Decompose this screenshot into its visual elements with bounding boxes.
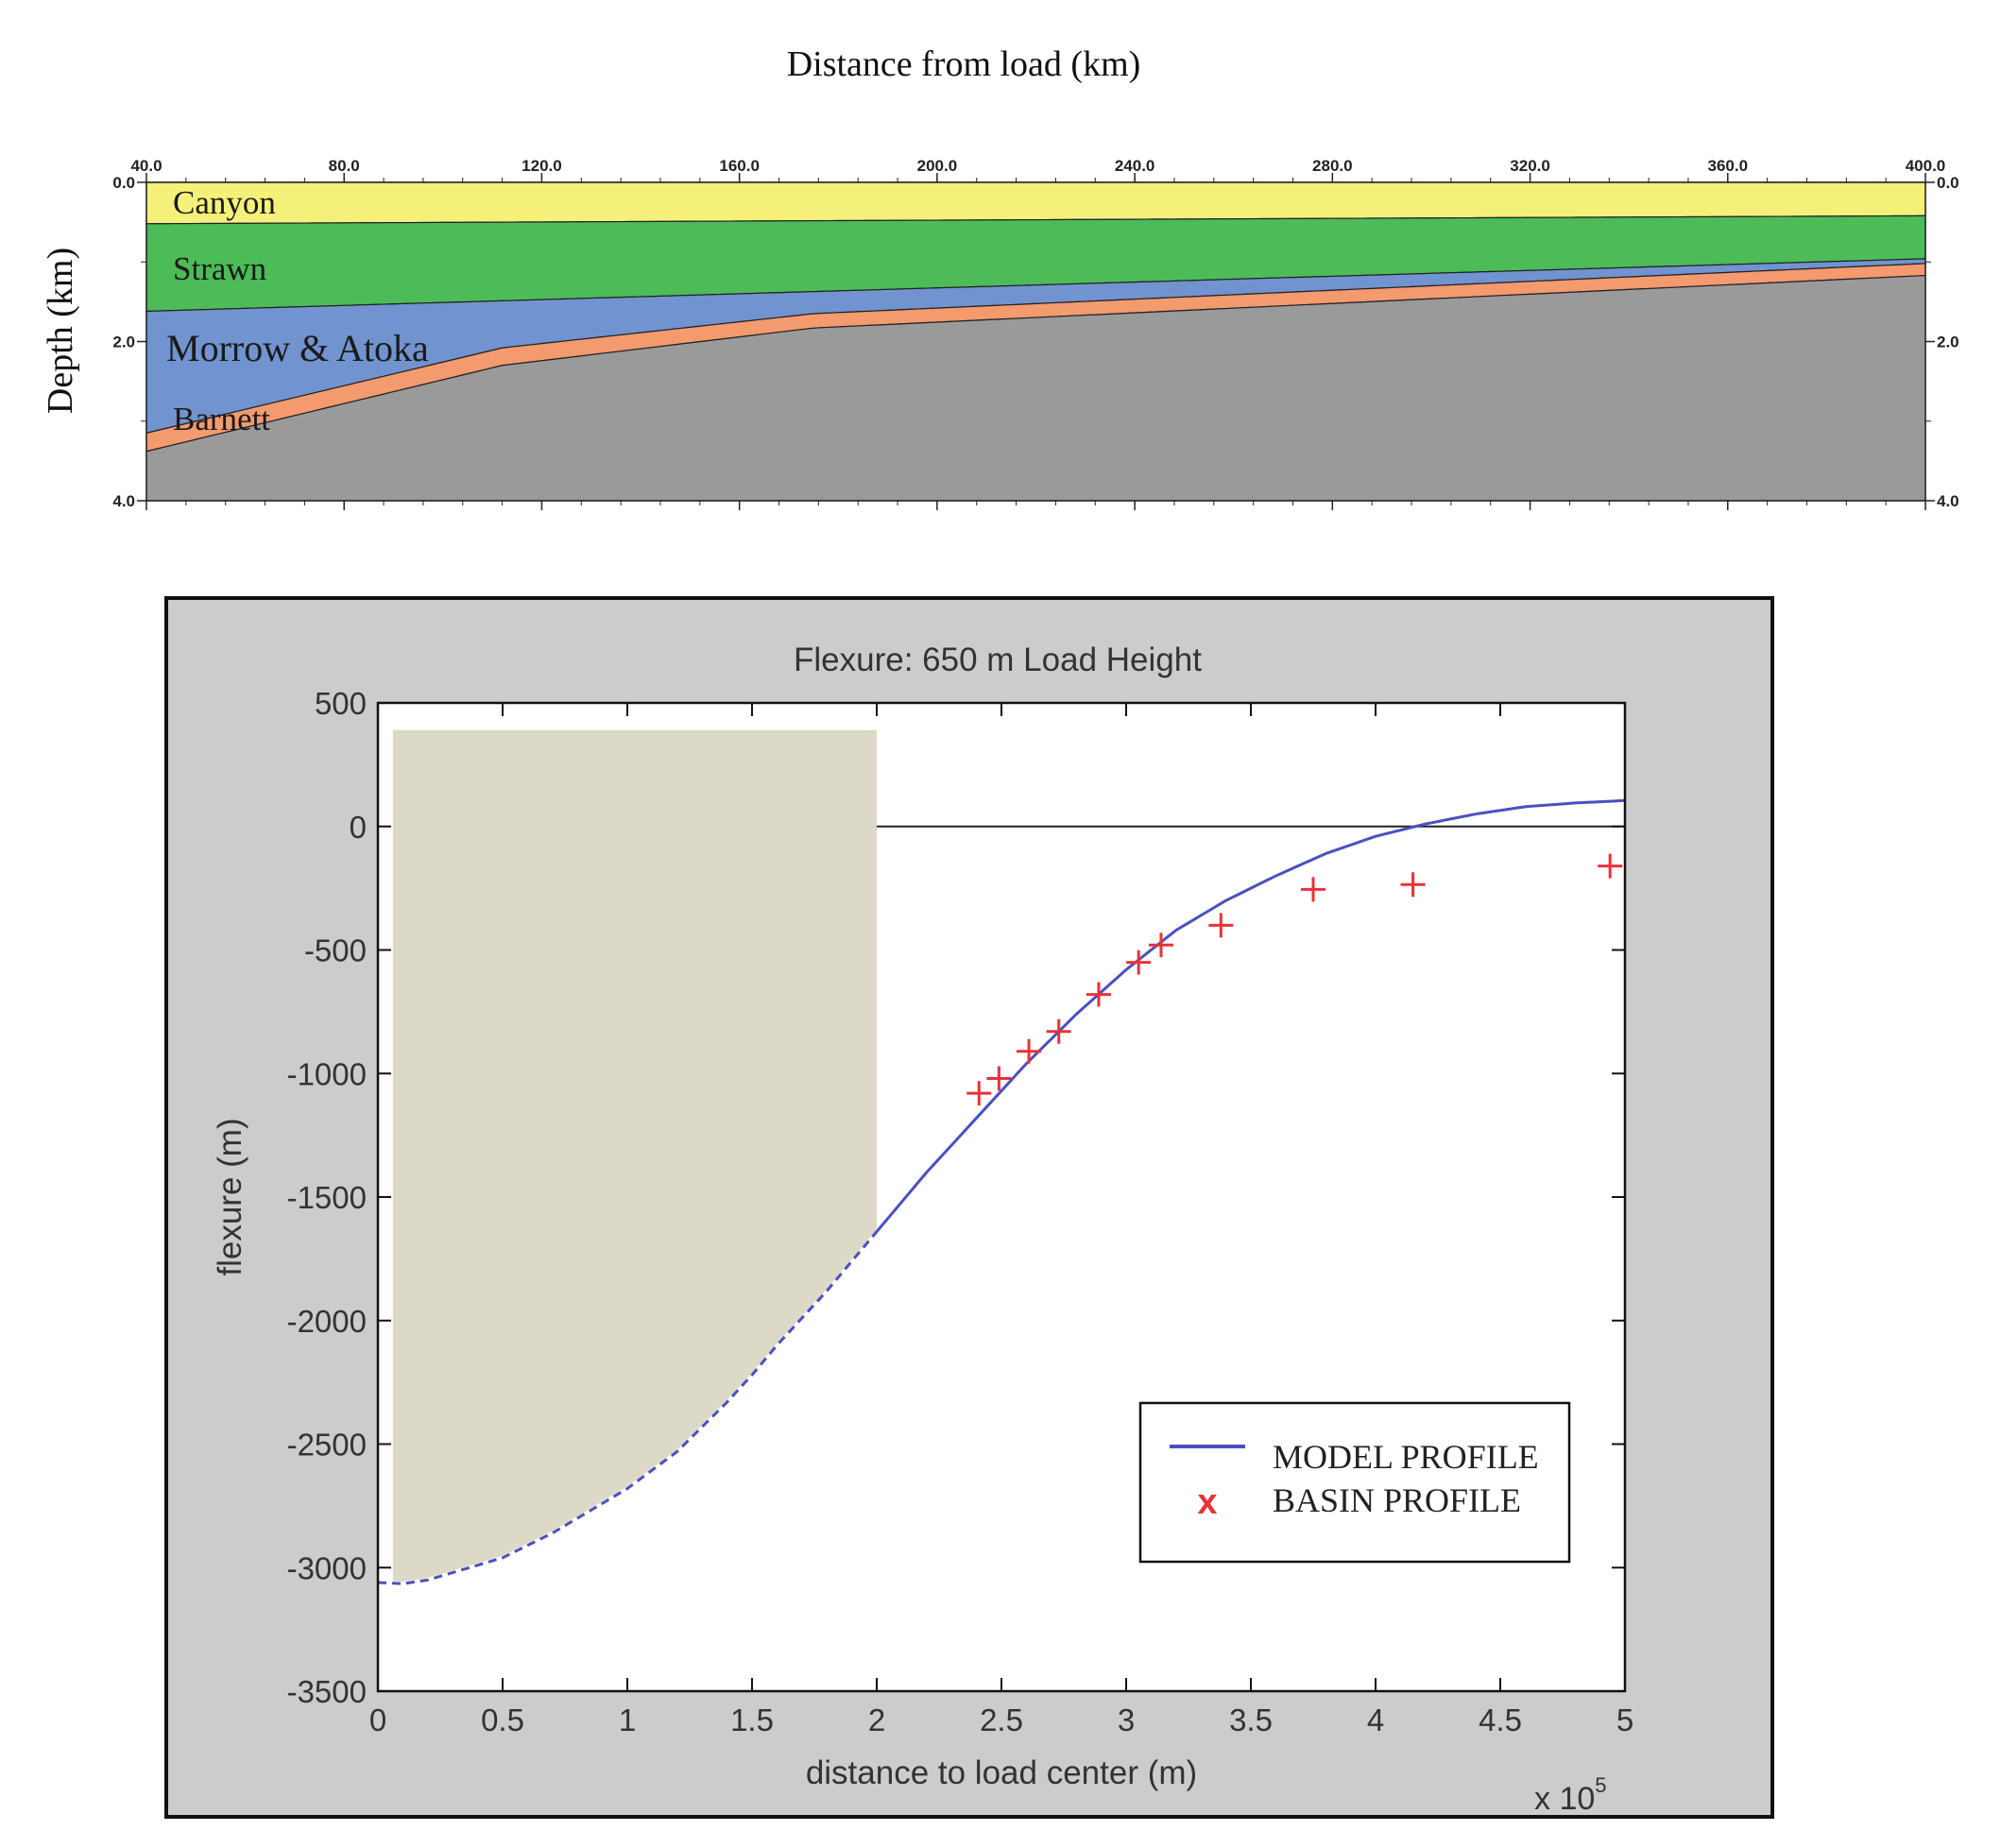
cross-section-y-label: Depth (km) [41,248,80,414]
y-tick-label: -2500 [287,1428,367,1463]
x-multiplier: x 105 [1534,1773,1607,1817]
legend-box [1138,1401,1571,1564]
basin-profile-point [1046,1018,1071,1044]
x-tick-label: 360.0 [1708,157,1749,175]
y-tick-label: -3500 [287,1674,367,1709]
x-tick-label: 3.5 [1229,1703,1273,1737]
x-tick-label: 1.5 [730,1703,774,1737]
basin-profile-point [966,1081,992,1106]
basin-profile-point [986,1066,1012,1091]
x-tick-label: 120.0 [522,157,562,175]
layer-label-canyon: Canyon [173,184,276,221]
x-tick-label: 200.0 [917,157,958,175]
y-tick-label: -1500 [287,1180,367,1215]
x-tick-label: 0 [369,1703,386,1737]
x-tick-label: 80.0 [329,157,360,175]
basin-profile-point [1126,950,1152,975]
basin-profile-point [1017,1038,1042,1064]
y-tick-label-right: 0.0 [1937,174,1959,192]
cross-section-layers [145,181,1926,502]
y-tick-label-left: 0.0 [112,174,135,192]
x-tick-label: 4.5 [1479,1703,1522,1737]
y-tick-label: 0 [350,810,367,845]
x-tick-label: 280.0 [1312,157,1353,175]
y-tick-label: -2000 [287,1304,367,1339]
y-tick-label: 500 [315,686,367,721]
legend: MODEL PROFILE x BASIN PROFILE [1138,1401,1571,1564]
cross-section-layer-labels: Canyon Strawn Morrow & Atoka Barnett [166,184,429,437]
basin-profile-point [1086,982,1111,1007]
x-tick-label: 240.0 [1115,157,1155,175]
basin-profile-point [1301,877,1325,902]
load-block [392,729,878,1583]
y-tick-label-left: 4.0 [112,492,135,510]
x-tick-label: 4 [1367,1703,1384,1737]
y-tick-label-right: 4.0 [1937,492,1959,510]
y-tick-label: -500 [304,933,367,968]
y-tick-label: -3000 [287,1550,367,1585]
x-tick-label: 2 [868,1703,885,1737]
model-profile-line [875,798,1626,1233]
cross-section-chart: Distance from load (km) Depth (km) 40.0 8… [41,44,1959,510]
flexure-x-label: distance to load center (m) [806,1754,1197,1791]
x-tick-label: 40.0 [130,157,162,175]
layer-label-strawn: Strawn [173,250,266,287]
basin-profile-point [1400,872,1426,898]
x-tick-label: 0.5 [481,1703,524,1737]
x-tick-label: 5 [1616,1703,1633,1737]
load-block-shape [392,729,878,1583]
layer-label-barnett: Barnett [173,401,270,437]
layer-label-morrow: Morrow & Atoka [166,327,429,369]
legend-basin-label: BASIN PROFILE [1273,1481,1521,1519]
x-tick-label: 3 [1118,1703,1135,1737]
y-tick-label-left: 2.0 [112,334,135,351]
layer-basement [145,274,1926,502]
x-tick-label: 320.0 [1510,157,1550,175]
x-tick-label: 400.0 [1906,157,1946,175]
flexure-chart: Flexure: 650 m Load Height 0 0.5 1 1.5 2 2.5 3… [164,596,1774,1819]
y-tick-label-right: 2.0 [1937,334,1959,351]
basin-profile-point [1148,933,1173,958]
flexure-axes: 0 0.5 1 1.5 2 2.5 3 3.5 4 4.5 5 500 0 -500 -1000 -1500 -… [287,686,1634,1737]
x-tick-label: 2.5 [980,1703,1023,1737]
basin-profile-point [1208,913,1234,938]
x-tick-label: 1 [619,1703,636,1737]
x-tick-label: 160.0 [719,157,760,175]
cross-section-title: Distance from load (km) [787,44,1141,84]
legend-model-label: MODEL PROFILE [1273,1438,1539,1476]
flexure-series [377,798,1626,1585]
flexure-y-label: flexure (m) [212,1118,248,1275]
flexure-title: Flexure: 650 m Load Height [794,642,1202,678]
basin-profile-point [1598,853,1623,879]
model-profile-dashed [377,1230,879,1585]
cross-section-axes: 40.0 80.0 120.0 160.0 200.0 240.0 280.0 320.0 36… [112,157,1959,510]
legend-basin-marker: x [1197,1482,1217,1522]
y-tick-label: -1000 [287,1056,367,1091]
